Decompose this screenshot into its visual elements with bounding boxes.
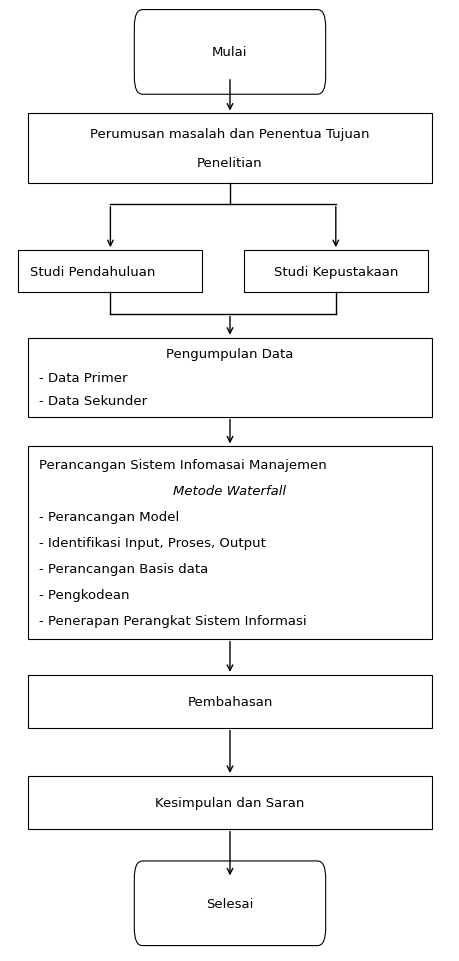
Text: Mulai: Mulai: [212, 46, 247, 60]
Text: Penelitian: Penelitian: [197, 157, 262, 170]
Bar: [28, 338, 431, 417]
FancyBboxPatch shape: [134, 11, 325, 95]
Text: Studi Kepustakaan: Studi Kepustakaan: [273, 265, 397, 279]
Text: Pengumpulan Data: Pengumpulan Data: [166, 348, 293, 361]
Bar: [28, 114, 431, 184]
Text: - Data Sekunder: - Data Sekunder: [39, 394, 147, 407]
Text: - Pengkodean: - Pengkodean: [39, 588, 129, 602]
FancyBboxPatch shape: [134, 861, 325, 946]
Bar: [28, 675, 431, 728]
Text: Kesimpulan dan Saran: Kesimpulan dan Saran: [155, 796, 304, 809]
Text: Studi Pendahuluan: Studi Pendahuluan: [30, 265, 155, 279]
Bar: [243, 251, 427, 293]
Text: - Penerapan Perangkat Sistem Informasi: - Penerapan Perangkat Sistem Informasi: [39, 614, 306, 628]
Bar: [28, 447, 431, 639]
Text: Metode Waterfall: Metode Waterfall: [173, 484, 286, 498]
Text: - Perancangan Basis data: - Perancangan Basis data: [39, 562, 208, 576]
Text: - Identifikasi Input, Proses, Output: - Identifikasi Input, Proses, Output: [39, 536, 265, 550]
Bar: [18, 251, 202, 293]
Text: Perancangan Sistem Infomasai Manajemen: Perancangan Sistem Infomasai Manajemen: [39, 458, 326, 472]
Text: Selesai: Selesai: [206, 897, 253, 910]
Text: Perumusan masalah dan Penentua Tujuan: Perumusan masalah dan Penentua Tujuan: [90, 128, 369, 141]
Text: - Perancangan Model: - Perancangan Model: [39, 510, 179, 524]
Text: - Data Primer: - Data Primer: [39, 371, 127, 384]
Text: Pembahasan: Pembahasan: [187, 695, 272, 708]
Bar: [28, 776, 431, 828]
